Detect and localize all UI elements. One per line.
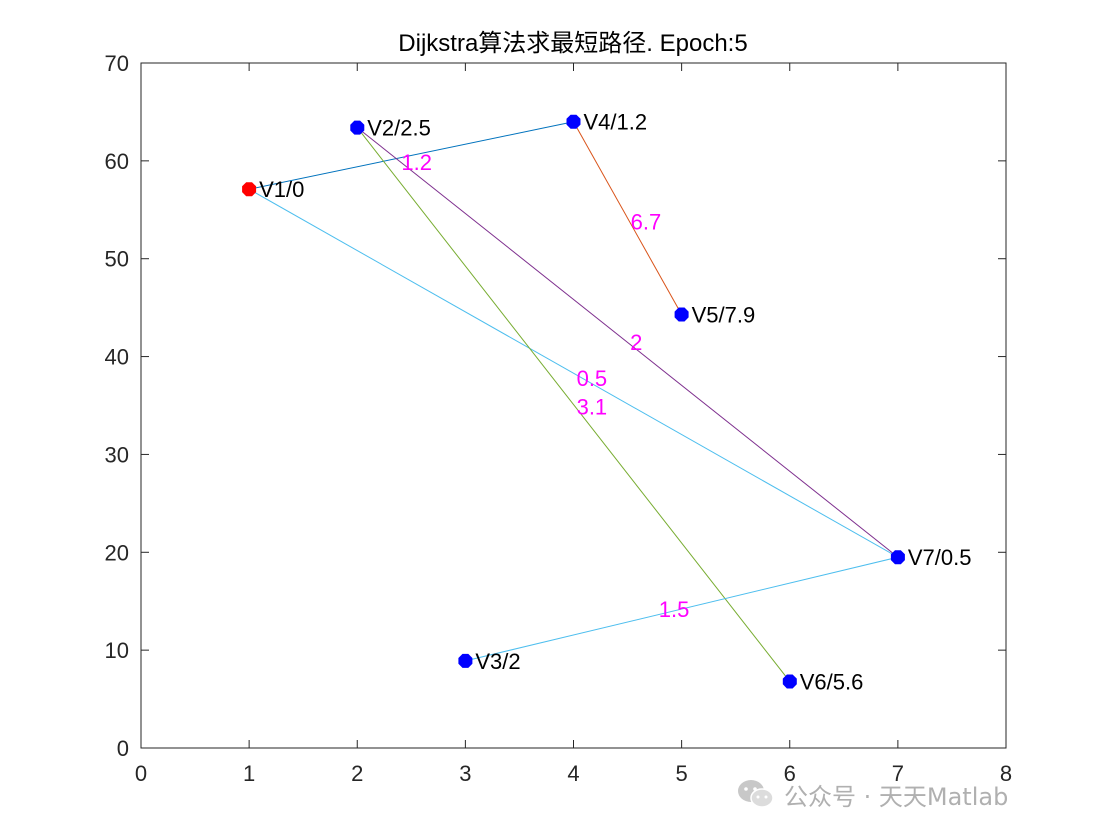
node-marker xyxy=(566,114,581,129)
node-label: V1/0 xyxy=(259,177,304,202)
node-label: V6/5.6 xyxy=(800,669,864,694)
graph-edges xyxy=(248,121,899,682)
y-tick-label: 0 xyxy=(117,736,129,761)
x-tick-label: 8 xyxy=(1000,761,1012,786)
graph-nodes xyxy=(242,114,905,689)
axes-box xyxy=(140,62,1007,749)
node-marker xyxy=(890,550,905,565)
x-tick-label: 5 xyxy=(676,761,688,786)
axes-background xyxy=(141,63,1006,748)
edge-weight-label: 1.5 xyxy=(659,597,690,622)
node-label: V2/2.5 xyxy=(367,116,431,141)
edge-line xyxy=(465,556,898,662)
chart-title: Dijkstra算法求最短路径. Epoch:5 xyxy=(398,30,747,57)
edge-line xyxy=(249,121,574,190)
edge-weight-label: 0.5 xyxy=(577,366,608,391)
x-tick-label: 6 xyxy=(784,761,796,786)
edge-weight-label: 2 xyxy=(630,330,642,355)
x-tick-label: 0 xyxy=(135,761,147,786)
edge-weight-label: 1.2 xyxy=(401,150,432,175)
edge-weight-labels: 1.2 6.7 2 0.5 3.1 1.5 xyxy=(401,150,689,622)
watermark: 公众号 · 天天Matlab xyxy=(736,776,1008,812)
node-labels: V1/0 V2/2.5 V3/2 V4/1.2 V5/7.9 V6/5.6 V7/0.5 xyxy=(259,110,971,695)
node-label: V4/1.2 xyxy=(584,110,648,135)
edge-weight-label: 3.1 xyxy=(577,394,608,419)
y-tick-label: 20 xyxy=(105,540,129,565)
edge-line xyxy=(356,127,791,682)
x-tick-label: 1 xyxy=(243,761,255,786)
wechat-icon xyxy=(738,780,774,808)
edge-line xyxy=(248,188,899,558)
edge-line xyxy=(573,121,683,315)
node-marker xyxy=(350,120,365,135)
edge-line xyxy=(356,127,899,558)
x-tick-label: 4 xyxy=(567,761,579,786)
y-tick-label: 40 xyxy=(105,345,129,370)
node-marker xyxy=(674,307,689,322)
watermark-text: 公众号 · 天天Matlab xyxy=(784,782,1009,811)
node-marker xyxy=(242,182,257,197)
y-tick-label: 10 xyxy=(105,638,129,663)
y-tick-label: 60 xyxy=(105,149,129,174)
node-label: V7/0.5 xyxy=(908,545,972,570)
x-tick-label: 2 xyxy=(351,761,363,786)
x-tick-label: 7 xyxy=(892,761,904,786)
node-marker xyxy=(458,653,473,668)
edge-weight-label: 6.7 xyxy=(631,210,662,235)
x-tick-label: 3 xyxy=(459,761,471,786)
y-tick-label: 50 xyxy=(105,247,129,272)
axis-ticks: 0 1 2 3 4 5 6 7 8 0 10 20 30 40 50 60 70 xyxy=(105,51,1013,786)
node-label: V3/2 xyxy=(475,649,520,674)
y-tick-label: 30 xyxy=(105,442,129,467)
node-marker xyxy=(782,674,797,689)
y-tick-label: 70 xyxy=(105,51,129,76)
node-label: V5/7.9 xyxy=(692,302,756,327)
